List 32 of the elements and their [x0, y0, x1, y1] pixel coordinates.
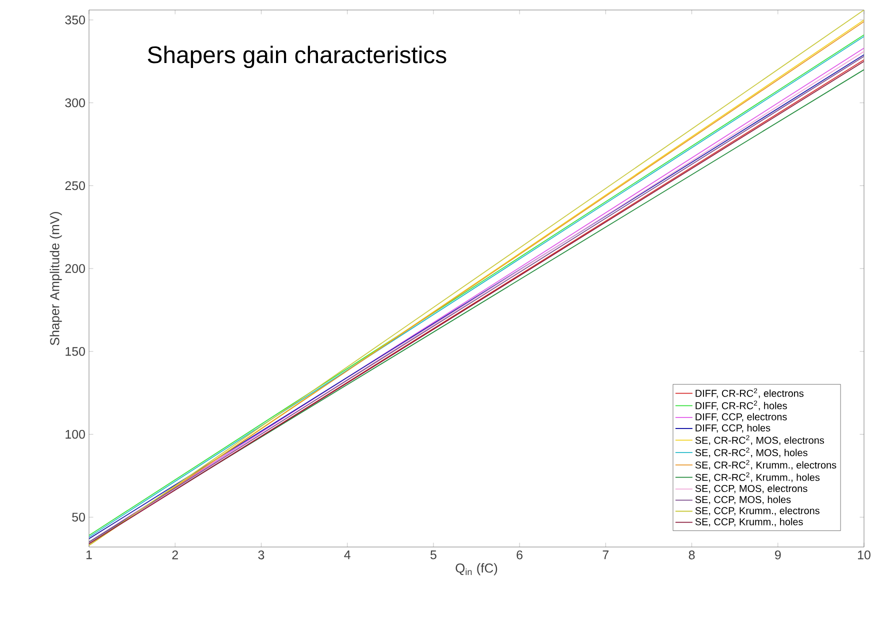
annotation: Shapers gain characteristics [148, 46, 446, 68]
y-tick-label: 150 [66, 347, 85, 356]
y-tick-label: 100 [66, 430, 85, 439]
y-tick-label: 200 [65, 264, 85, 273]
y-tick-label: 250 [65, 181, 85, 190]
x-tick-label: 1 [86, 550, 92, 560]
legend-label: SE, CR-RC$^{2}$, Krumm., electrons [695, 460, 836, 470]
legend-label: SE, CR-RC$^{2}$, Krumm., holes [695, 472, 820, 482]
y-tick-label: 300 [65, 98, 85, 108]
x-tick-label: 10 [858, 550, 870, 560]
x-tick-label: 3 [258, 550, 264, 560]
legend-label: SE, CCP, Krumm., electrons [695, 506, 820, 516]
legend-label: SE, CR-RC$^{2}$, MOS, electrons [695, 435, 824, 445]
y-tick-label: 50 [72, 512, 85, 522]
legend-label: SE, CCP, MOS, holes [695, 496, 791, 504]
x-tick-label: 4 [344, 550, 350, 560]
legend-label: SE, CCP, MOS, electrons [695, 484, 808, 494]
legend-label: SE, CR-RC$^{2}$, MOS, holes [695, 448, 808, 458]
x-tick-label: 8 [688, 550, 695, 560]
legend-label: DIFF, CR-RC$^{2}$, electrons [696, 388, 804, 398]
x-tick-label: 2 [172, 550, 178, 560]
y-axis-title: Shaper Amplitude (mV) [50, 212, 62, 346]
x-tick-label: 7 [602, 550, 609, 560]
legend-label: DIFF, CR-RC$^{2}$, holes [696, 400, 787, 410]
legend-label: DIFF, CCP, electrons [696, 413, 787, 422]
x-tick-label: 9 [775, 550, 781, 560]
x-axis-title: Q$_{in}$ (fC) [456, 563, 498, 576]
x-tick-label: 5 [430, 550, 436, 560]
y-tick-label: 350 [65, 16, 85, 24]
legend-label: SE, CCP, Krumm., holes [695, 518, 803, 526]
legend-label: DIFF, CCP, holes [696, 424, 770, 433]
x-tick-label: 6 [516, 550, 522, 560]
